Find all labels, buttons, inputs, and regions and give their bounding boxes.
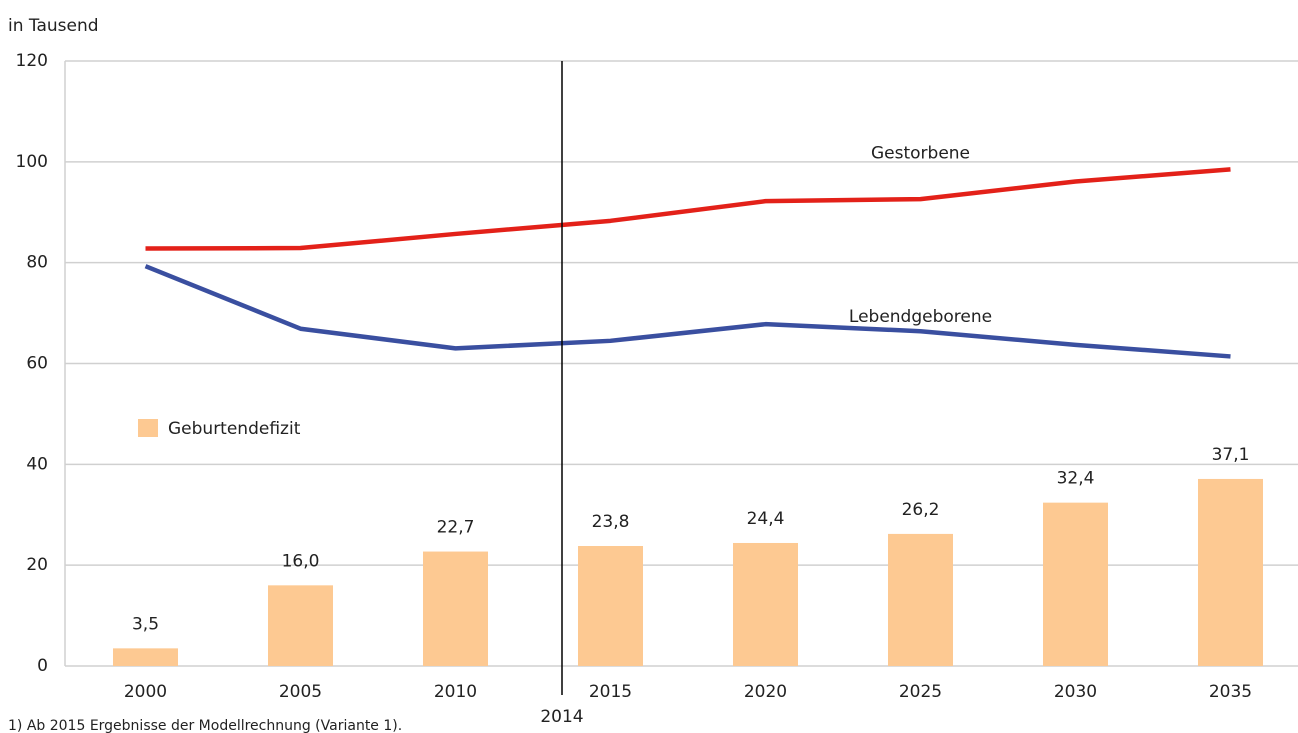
bar: [888, 533, 953, 666]
y-tick-label: 80: [26, 253, 48, 273]
bar: [1198, 478, 1263, 666]
bar: [113, 648, 178, 666]
bar: [578, 546, 643, 666]
line-label: Lebendgeborene: [849, 307, 992, 327]
line: [144, 264, 1231, 359]
x-tick-label: 2030: [1054, 682, 1097, 702]
x-tick-label: 2000: [124, 682, 167, 702]
bar: [268, 585, 333, 666]
footnote: 1) Ab 2015 Ergebnisse der Modellrechnung…: [8, 718, 402, 733]
line-label: Gestorbene: [871, 143, 970, 163]
x-tick-label: 2035: [1209, 682, 1252, 702]
y-tick-label: 20: [26, 555, 48, 575]
x-tick-label: 2025: [899, 682, 942, 702]
y-tick-label: 100: [16, 152, 48, 172]
value-label: 37,1: [1212, 445, 1250, 465]
x-tick-label: 2010: [434, 682, 477, 702]
legend-label: Geburtendefizit: [168, 419, 301, 439]
value-label: 3,5: [132, 614, 159, 634]
bar: [733, 542, 798, 666]
value-label: 32,4: [1057, 469, 1095, 489]
value-label: 26,2: [902, 500, 940, 520]
vertical-marker-label: 2014: [540, 707, 583, 727]
value-label: 24,4: [747, 509, 785, 529]
bar: [1043, 502, 1108, 666]
y-tick-label: 60: [26, 354, 48, 374]
value-label: 16,0: [282, 551, 320, 571]
line: [145, 167, 1231, 251]
y-axis-label: in Tausend: [8, 16, 99, 36]
bar: [423, 551, 488, 666]
x-tick-label: 2020: [744, 682, 787, 702]
value-label: 23,8: [592, 512, 630, 532]
x-tick-label: 2015: [589, 682, 632, 702]
y-tick-label: 40: [26, 454, 48, 474]
y-tick-label: 120: [16, 51, 48, 71]
y-tick-label: 0: [37, 656, 48, 676]
legend-swatch: [138, 419, 158, 437]
value-label: 22,7: [437, 518, 475, 538]
x-tick-label: 2005: [279, 682, 322, 702]
